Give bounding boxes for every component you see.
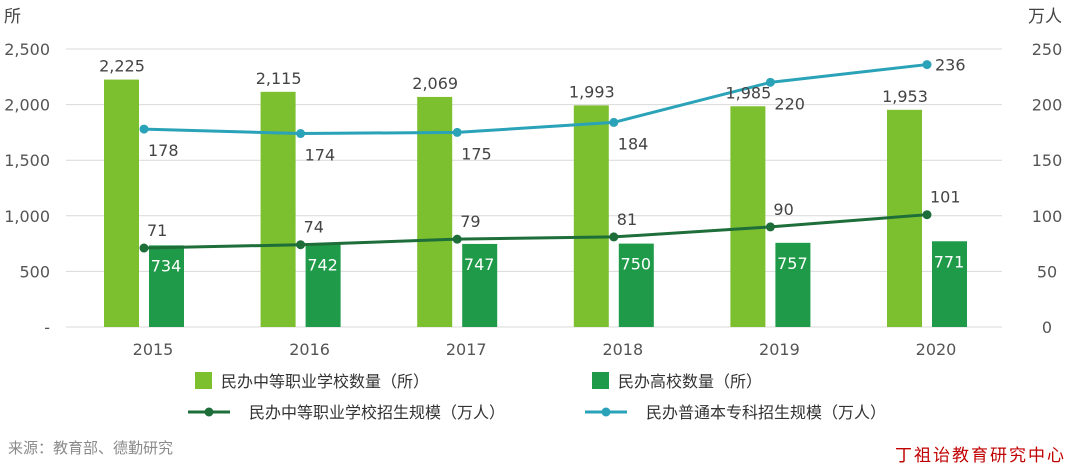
bar-private-colleges <box>149 245 184 327</box>
left-axis-tick: 500 <box>19 262 50 281</box>
vocational-enrollment-line <box>143 213 928 250</box>
bar-label-private-colleges: 734 <box>151 256 182 275</box>
x-axis-tick: 2016 <box>289 340 330 359</box>
bar-vocational-schools <box>730 106 766 327</box>
undergrad-enrollment-label: 178 <box>148 141 179 160</box>
x-axis-tick: 2018 <box>602 340 643 359</box>
bar-private-colleges <box>305 244 341 327</box>
left-axis-tick: - <box>44 318 50 337</box>
bar-vocational-schools <box>104 79 139 327</box>
vocational-enrollment-label: 81 <box>617 210 637 229</box>
data-labels: 2,225 734 2,115 742 2,069 747 1,993 750 1,985 757… <box>99 56 965 276</box>
bar-label-private-colleges: 757 <box>777 254 808 273</box>
vocational-enrollment-point <box>765 222 775 232</box>
right-axis-tick: 250 <box>1032 40 1063 59</box>
legend-vocational-schools-label: 民办中等职业学校数量（所） <box>221 372 429 391</box>
bar-label-private-colleges: 742 <box>307 255 338 274</box>
right-axis-tick: 100 <box>1032 207 1063 226</box>
undergrad-enrollment-point <box>452 127 462 137</box>
bar-label-vocational-schools: 2,069 <box>412 74 458 93</box>
legend-private-colleges-swatch <box>592 372 609 389</box>
x-axis-tick: 2020 <box>916 340 957 359</box>
vocational-enrollment-label: 79 <box>460 212 480 231</box>
right-axis-tick: 0 <box>1042 318 1052 337</box>
left-axis-tick: 1,500 <box>4 151 50 170</box>
vocational-enrollment-point <box>609 232 619 242</box>
gridlines <box>66 48 1002 328</box>
undergrad-enrollment-label: 220 <box>774 94 805 113</box>
bar-label-private-colleges: 747 <box>464 255 495 274</box>
bar-label-private-colleges: 750 <box>621 255 652 274</box>
legend-vocational-enrollment-label: 民办中等职业学校招生规模（万人） <box>249 403 505 422</box>
vocational-enrollment-point <box>452 234 462 244</box>
x-axis-tick: 2019 <box>759 340 800 359</box>
bar-private-colleges <box>932 241 967 327</box>
vocational-enrollment-label: 71 <box>147 221 167 240</box>
undergrad-enrollment-point <box>609 117 619 127</box>
source-note: 来源：教育部、德勤研究 <box>8 439 174 457</box>
axis-ticks: - 500 1,000 1,500 2,000 2,500 0 50 100 150 200 250 2… <box>4 40 1062 359</box>
vocational-enrollment-label: 101 <box>930 188 961 207</box>
x-axis-tick: 2015 <box>133 340 174 359</box>
bar-private-colleges <box>618 243 654 327</box>
bar-label-vocational-schools: 1,953 <box>882 87 928 106</box>
vocational-enrollment-point <box>296 240 306 250</box>
combo-chart: 所 万人 - 500 1,000 1,500 2,000 2,500 0 50 100 150 20… <box>4 7 1062 422</box>
bar-label-vocational-schools: 2,115 <box>256 69 302 88</box>
watermark: 丁祖诒教育研究中心 <box>895 446 1066 466</box>
legend-undergrad-enrollment-marker <box>601 407 611 417</box>
vocational-enrollment-point <box>139 243 149 253</box>
bar-private-colleges <box>775 242 811 327</box>
vocational-enrollment-label: 90 <box>773 200 793 219</box>
right-axis-tick: 50 <box>1037 262 1057 281</box>
bar-label-vocational-schools: 1,993 <box>569 82 615 101</box>
undergrad-enrollment-label: 175 <box>461 144 492 163</box>
legend-vocational-enrollment-marker <box>204 407 214 417</box>
undergrad-enrollment-point <box>922 60 932 70</box>
undergrad-enrollment-label: 184 <box>618 134 649 153</box>
undergrad-enrollment-point <box>139 124 149 134</box>
right-axis-tick: 150 <box>1032 151 1063 170</box>
right-axis-unit: 万人 <box>1028 7 1062 27</box>
bar-vocational-schools <box>573 105 609 327</box>
left-axis-tick: 2,000 <box>4 96 50 115</box>
legend-undergrad-enrollment-label: 民办普通本专科招生规模（万人） <box>646 403 886 422</box>
vocational-enrollment-point <box>922 210 932 220</box>
bar-label-vocational-schools: 2,225 <box>99 57 145 76</box>
undergrad-enrollment-line <box>143 63 928 136</box>
bars <box>104 79 967 327</box>
legend: 民办中等职业学校数量（所） 民办高校数量（所） 民办中等职业学校招生规模（万人） 民办… <box>188 372 886 422</box>
left-axis-tick: 2,500 <box>4 40 50 59</box>
undergrad-enrollment-point <box>765 77 775 87</box>
bar-label-vocational-schools: 1,985 <box>725 83 771 102</box>
bar-private-colleges <box>462 243 498 327</box>
lines <box>139 60 932 253</box>
legend-private-colleges-label: 民办高校数量（所） <box>618 372 762 391</box>
undergrad-enrollment-label: 174 <box>305 146 336 165</box>
right-axis-tick: 200 <box>1032 96 1063 115</box>
vocational-enrollment-label: 74 <box>304 218 324 237</box>
bar-label-private-colleges: 771 <box>934 252 965 271</box>
x-axis-tick: 2017 <box>446 340 487 359</box>
left-axis-unit: 所 <box>4 7 21 27</box>
bar-vocational-schools <box>417 96 453 327</box>
bar-vocational-schools <box>260 91 296 327</box>
left-axis-tick: 1,000 <box>4 207 50 226</box>
undergrad-enrollment-label: 236 <box>935 56 966 75</box>
undergrad-enrollment-point <box>296 129 306 139</box>
legend-vocational-schools-swatch <box>195 372 212 389</box>
